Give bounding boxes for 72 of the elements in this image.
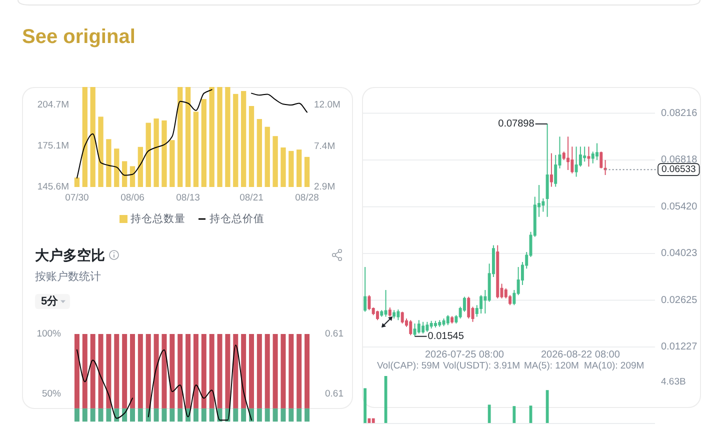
candlestick: [426, 321, 429, 332]
bar: [488, 404, 491, 423]
y2-tick-label: 2.9M: [314, 182, 336, 192]
y-tick-label: 0.05420: [661, 201, 698, 212]
candlestick: [467, 296, 470, 319]
text: MA(10): 209M: [584, 360, 644, 372]
candlestick: [566, 136, 570, 171]
ref-line-label: 0.06533: [662, 164, 696, 176]
y-tick-label: 0.01227: [661, 342, 698, 352]
candlestick: [596, 142, 598, 160]
y-tick-label: 145.6M: [37, 182, 70, 192]
legend-label: 持仓总价值: [210, 212, 264, 225]
candlestick: [496, 244, 500, 299]
x-tick-label: 07/30: [65, 192, 89, 204]
candlestick: [376, 310, 379, 321]
candlestick: [574, 146, 578, 178]
chart-subtitle: 按账户数统计: [35, 270, 101, 283]
y-tick-label: 0.04023: [661, 248, 698, 260]
x-tick-label: 2026-07-25 08:00: [424, 350, 504, 360]
candlestick: [450, 316, 454, 324]
candlestick: [442, 318, 446, 327]
text: MA(5): 120M: [524, 360, 579, 372]
candlestick: [434, 320, 437, 328]
chart-title: 大户多空比: [35, 247, 105, 263]
candlestick: [446, 314, 450, 326]
y2-tick-label: 12.0M: [314, 100, 340, 111]
x-tick-label: 08/28: [295, 192, 319, 204]
bar: [512, 406, 516, 423]
candlestick: [550, 152, 553, 188]
annotation: 0.07898: [498, 118, 535, 130]
y2-tick-label: 0.61: [325, 388, 344, 400]
bar: [372, 418, 375, 423]
bar: [364, 388, 367, 423]
y-tick-label: 0.02625: [661, 294, 698, 306]
text: 5分: [41, 294, 60, 308]
candlestick: [422, 321, 425, 334]
candlestick: [546, 123, 549, 218]
y2-tick-label: 7.4M: [314, 140, 336, 152]
candlestick: [413, 322, 416, 337]
x-tick-label: 08/06: [120, 192, 144, 204]
y-tick-label: 100%: [36, 328, 62, 340]
text: 4.63B: [661, 376, 686, 388]
y-tick-label: 50%: [42, 388, 62, 400]
x-tick-label: 08/21: [240, 192, 264, 204]
y-tick-label: 0.08216: [661, 108, 698, 119]
text: Vol(USDT): 3.91M: [443, 360, 520, 372]
candlestick: [396, 308, 400, 321]
text: See original: [22, 26, 136, 48]
candlestick: [409, 320, 412, 336]
candlestick: [392, 310, 396, 319]
candlestick: [384, 290, 388, 318]
candlestick: [364, 266, 367, 312]
candlestick: [388, 306, 392, 318]
candlestick: [604, 159, 607, 176]
candlestick: [400, 311, 404, 324]
candlestick: [600, 151, 603, 169]
y-tick-label: 0.06818: [661, 154, 698, 166]
y2-tick-label: 0.61: [325, 328, 344, 340]
legend-label: 持仓总数量: [130, 212, 186, 225]
candlestick: [417, 320, 420, 334]
text: Vol(CAP): 59M: [377, 360, 440, 372]
y-tick-label: 175.1M: [37, 140, 70, 152]
x-tick-label: 2026-08-22 08:00: [540, 350, 620, 360]
bar: [546, 390, 549, 423]
candlestick: [587, 146, 590, 168]
x-tick-label: 08/13: [176, 192, 200, 204]
candlestick: [368, 294, 371, 311]
annotation: 0.01545: [428, 330, 464, 342]
candlestick: [438, 320, 442, 328]
candlestick: [430, 320, 433, 330]
y-tick-label: 204.7M: [37, 100, 70, 111]
candlestick: [583, 146, 586, 162]
